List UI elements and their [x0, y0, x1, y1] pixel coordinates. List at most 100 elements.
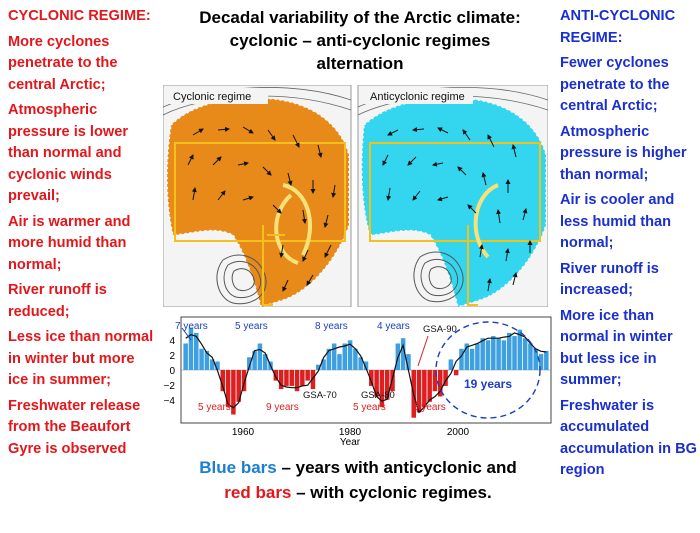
period-label: 8 years — [413, 402, 446, 413]
bar — [522, 338, 528, 370]
cyclonic-item: Air is warmer and more humid than normal… — [8, 213, 131, 273]
bar — [316, 364, 321, 370]
period-pointer — [417, 335, 429, 367]
bar — [427, 370, 432, 402]
bar — [278, 370, 284, 390]
bar — [448, 359, 454, 370]
period-label: 5 years — [198, 402, 231, 413]
period-label: GSA-70 — [303, 390, 337, 401]
title-line: alternation — [316, 54, 404, 73]
anticyclonic-item: Atmospheric pressure is higher than norm… — [560, 123, 687, 183]
bar — [416, 370, 422, 413]
bar — [289, 370, 294, 386]
bar — [215, 361, 220, 370]
cyclonic-item: More cyclones penetrate to the central A… — [8, 33, 118, 93]
anticyclonic-item: Air is cooler and less humid than normal… — [560, 192, 675, 251]
bar — [491, 336, 496, 370]
period-label: 9 years — [266, 402, 299, 413]
bar — [496, 338, 501, 370]
bar — [438, 370, 443, 397]
bar — [538, 354, 544, 370]
cyclonic-item: Atmospheric pressure is lower than norma… — [8, 102, 129, 204]
bar — [284, 370, 289, 386]
bar — [390, 370, 395, 392]
bar — [501, 340, 507, 370]
period-pointer — [181, 327, 192, 341]
highlight-ellipse — [435, 321, 541, 419]
bar — [273, 370, 279, 381]
bar — [374, 370, 379, 397]
bar — [443, 370, 448, 386]
bar — [464, 343, 470, 370]
bar — [326, 348, 332, 370]
caption-text: – with cyclonic regimes. — [291, 483, 492, 502]
bar — [231, 370, 236, 415]
caption-line-1: Blue bars – years with anticyclonic and — [163, 455, 553, 480]
period-label: 8 years — [315, 321, 348, 332]
cyclonic-regime-panel: CYCLONIC REGIME: More cyclones penetrate… — [8, 6, 158, 464]
bar — [209, 359, 215, 370]
y-tick-label: −4 — [164, 396, 176, 407]
bar — [262, 354, 268, 370]
cyclonic-item: River runoff is reduced; — [8, 282, 107, 320]
bar — [204, 350, 210, 370]
bar — [194, 332, 199, 370]
period-label: 4 years — [377, 321, 410, 332]
bar — [384, 370, 390, 400]
bar — [321, 359, 326, 370]
legend-caption: Blue bars – years with anticyclonic and … — [163, 455, 553, 505]
period-label: GSA-80 — [361, 390, 395, 401]
bar — [252, 350, 257, 370]
heading-line: REGIME: — [560, 29, 623, 46]
bar — [459, 348, 464, 370]
bar — [480, 338, 485, 370]
bar — [358, 357, 363, 370]
bar — [183, 343, 188, 370]
bar — [199, 348, 204, 370]
regime-maps: Cyclonic regime — [163, 85, 548, 307]
bar — [257, 343, 263, 370]
bar — [188, 327, 194, 370]
bar — [241, 370, 247, 392]
caption-text: – years with anticyclonic and — [276, 458, 517, 477]
bar — [236, 370, 241, 402]
x-tick-label: 1980 — [339, 427, 362, 438]
bar — [369, 370, 374, 386]
bar — [353, 348, 358, 370]
title-line: Decadal variability of the Arctic climat… — [199, 8, 521, 27]
bar — [512, 336, 517, 370]
bar — [469, 348, 475, 370]
bar — [337, 354, 342, 370]
y-tick-label: 4 — [169, 336, 175, 347]
period-label: GSA-90 — [423, 324, 457, 335]
bar-group — [183, 327, 549, 418]
anticyclonic-item: More ice than normal in winter but less … — [560, 307, 673, 389]
red-bars-label: red bars — [224, 483, 292, 502]
y-tick-label: 0 — [169, 366, 175, 377]
anticyclonic-regime-heading: ANTI-CYCLONIC REGIME: — [560, 6, 698, 49]
y-tick-label: 2 — [169, 351, 175, 362]
anticyclonic-map-label: Anticyclonic regime — [370, 91, 465, 103]
bar — [331, 343, 337, 370]
blue-bars-label: Blue bars — [199, 458, 277, 477]
bar — [485, 340, 491, 370]
cyclonic-item: Less ice than normal in winter but more … — [8, 329, 154, 388]
bar — [432, 370, 438, 392]
bar — [247, 357, 252, 370]
bar — [310, 370, 316, 390]
bar — [379, 370, 385, 408]
heading-line: ANTI-CYCLONIC — [560, 8, 676, 24]
bar — [506, 332, 512, 370]
slide-title: Decadal variability of the Arctic climat… — [160, 6, 560, 75]
y-tick-label: −2 — [164, 381, 176, 392]
bar — [363, 361, 369, 370]
x-tick-label: 2000 — [447, 427, 470, 438]
cyclonic-map-label: Cyclonic regime — [173, 91, 251, 103]
bar — [347, 340, 353, 370]
period-label: 5 years — [353, 402, 386, 413]
period-label: 7 years — [175, 321, 208, 332]
bar — [342, 343, 348, 370]
regime-bar-chart: 4 2 0 −2 −4 1960 1980 2000 Year 7 years … — [164, 316, 552, 447]
period-label: 5 years — [235, 321, 268, 332]
bar — [406, 354, 411, 370]
